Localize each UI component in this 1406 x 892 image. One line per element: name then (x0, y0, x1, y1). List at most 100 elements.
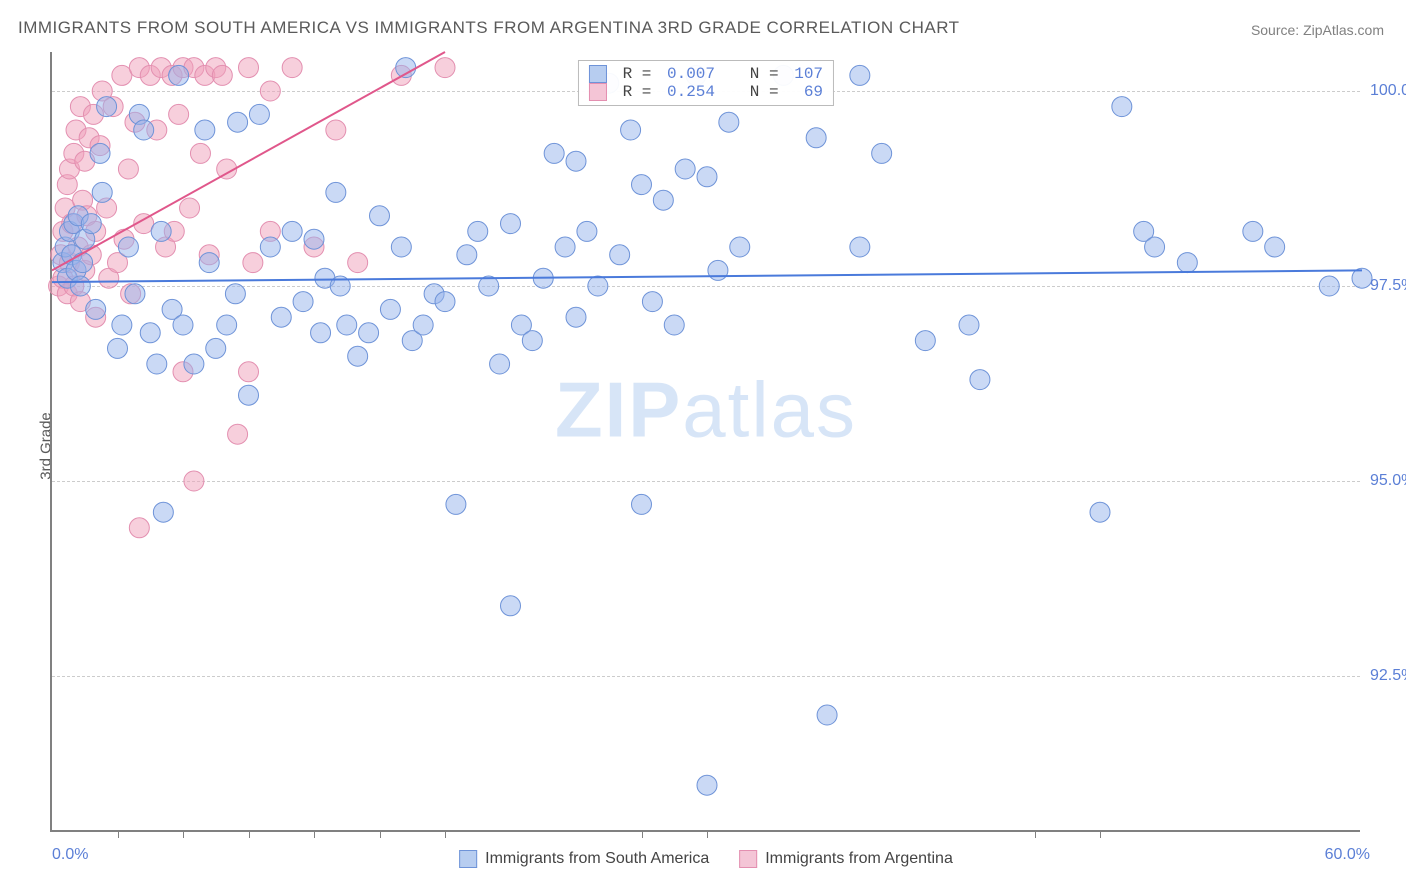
legend-label: Immigrants from Argentina (765, 850, 953, 868)
scatter-point (697, 167, 717, 187)
scatter-point (632, 175, 652, 195)
legend-stats-row: R = 0.254 N = 69 (589, 83, 823, 101)
scatter-point (228, 424, 248, 444)
scatter-point (588, 276, 608, 296)
scatter-point (184, 354, 204, 374)
scatter-point (566, 307, 586, 327)
scatter-point (112, 315, 132, 335)
scatter-point (522, 331, 542, 351)
scatter-point (97, 97, 117, 117)
scatter-point (413, 315, 433, 335)
scatter-point (118, 237, 138, 257)
scatter-point (610, 245, 630, 265)
x-tick-mark (1100, 830, 1101, 838)
scatter-point (326, 120, 346, 140)
scatter-point (169, 65, 189, 85)
scatter-point (118, 159, 138, 179)
scatter-point (1177, 253, 1197, 273)
y-tick-label: 92.5% (1370, 667, 1406, 685)
scatter-point (129, 518, 149, 538)
scatter-point (490, 354, 510, 374)
scatter-point (817, 705, 837, 725)
scatter-point (391, 237, 411, 257)
scatter-point (282, 58, 302, 78)
scatter-point (169, 104, 189, 124)
scatter-point (1265, 237, 1285, 257)
scatter-point (380, 299, 400, 319)
scatter-point (81, 214, 101, 234)
scatter-point (850, 237, 870, 257)
chart-title: IMMIGRANTS FROM SOUTH AMERICA VS IMMIGRA… (18, 18, 960, 38)
scatter-point (271, 307, 291, 327)
scatter-point (1112, 97, 1132, 117)
scatter-point (206, 338, 226, 358)
legend-series: Immigrants from South America Immigrants… (459, 850, 953, 868)
scatter-point (73, 253, 93, 273)
scatter-point (326, 182, 346, 202)
scatter-point (653, 190, 673, 210)
scatter-point (190, 143, 210, 163)
scatter-point (225, 284, 245, 304)
x-tick-mark (707, 830, 708, 838)
scatter-point (217, 315, 237, 335)
scatter-point (260, 81, 280, 101)
scatter-point (348, 346, 368, 366)
scatter-point (1243, 221, 1263, 241)
scatter-point (806, 128, 826, 148)
scatter-point (621, 120, 641, 140)
scatter-point (199, 253, 219, 273)
swatch-icon (739, 850, 757, 868)
plot-area: ZIPatlas R = 0.007 N = 107 R = 0.254 N =… (50, 52, 1360, 832)
scatter-point (850, 65, 870, 85)
legend-stats-row: R = 0.007 N = 107 (589, 65, 823, 83)
scatter-point (92, 182, 112, 202)
scatter-point (370, 206, 390, 226)
scatter-point (566, 151, 586, 171)
scatter-point (249, 104, 269, 124)
x-tick-mark (314, 830, 315, 838)
source-label: Source: ZipAtlas.com (1251, 22, 1384, 38)
scatter-point (239, 385, 259, 405)
scatter-point (90, 143, 110, 163)
legend-item: Immigrants from South America (459, 850, 709, 868)
scatter-point (239, 362, 259, 382)
scatter-svg (52, 52, 1360, 830)
scatter-point (108, 338, 128, 358)
y-tick-label: 97.5% (1370, 277, 1406, 295)
scatter-point (311, 323, 331, 343)
scatter-point (675, 159, 695, 179)
scatter-point (1090, 502, 1110, 522)
trendline (52, 270, 1362, 282)
scatter-point (544, 143, 564, 163)
scatter-point (577, 221, 597, 241)
legend-label: Immigrants from South America (485, 850, 709, 868)
scatter-point (915, 331, 935, 351)
x-tick-label: 60.0% (1325, 846, 1370, 864)
scatter-point (435, 58, 455, 78)
swatch-icon (589, 65, 607, 83)
scatter-point (1319, 276, 1339, 296)
scatter-point (140, 323, 160, 343)
scatter-point (260, 237, 280, 257)
scatter-point (555, 237, 575, 257)
scatter-point (719, 112, 739, 132)
x-tick-mark (380, 830, 381, 838)
x-tick-mark (445, 830, 446, 838)
scatter-point (501, 596, 521, 616)
scatter-point (970, 370, 990, 390)
swatch-icon (589, 83, 607, 101)
scatter-point (708, 260, 728, 280)
scatter-point (70, 276, 90, 296)
y-tick-label: 100.0% (1370, 82, 1406, 100)
scatter-point (501, 214, 521, 234)
scatter-point (134, 120, 154, 140)
x-tick-mark (118, 830, 119, 838)
legend-item: Immigrants from Argentina (739, 850, 953, 868)
scatter-point (435, 292, 455, 312)
scatter-point (304, 229, 324, 249)
scatter-point (239, 58, 259, 78)
scatter-point (173, 315, 193, 335)
scatter-point (632, 494, 652, 514)
scatter-point (697, 775, 717, 795)
scatter-point (282, 221, 302, 241)
